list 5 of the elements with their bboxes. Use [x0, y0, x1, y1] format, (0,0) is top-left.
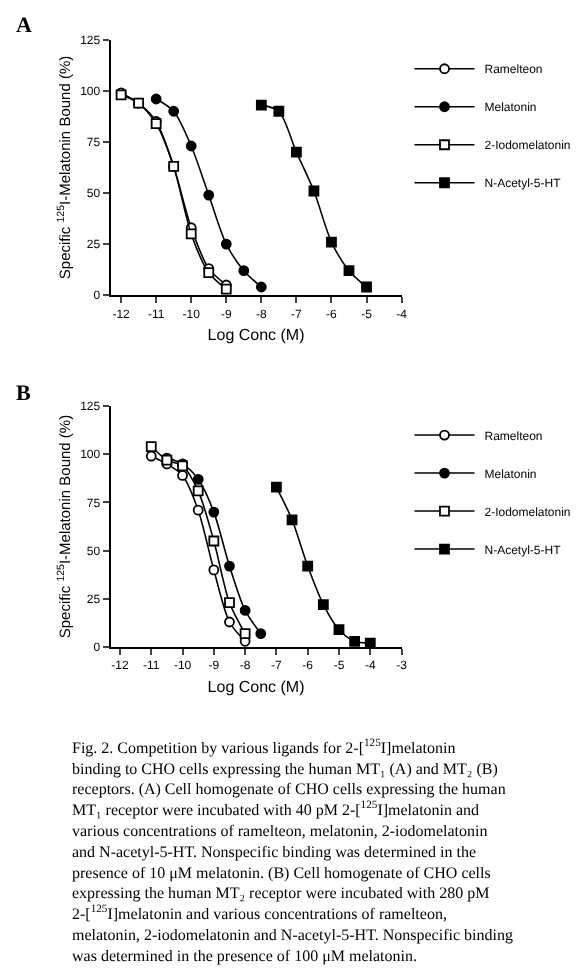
chart-title: A: [16, 14, 32, 38]
x-axis-title: Log Conc (M): [207, 325, 306, 344]
chart-title: B: [16, 382, 32, 406]
text: Fig. 2. Competition by various ligands for 2-[$^{125}$I]melatonin binding to CHO cells expressing the human MT₁ (A) and MT₂ (B) receptors. (A) Cell homogenate of CHO cells expressing the human MT₁ receptor were incubated with 40 pM 2-[$^{125}$I]melatonin and various concentrations of ramelteon, melatonin, 2-iodomelatonin and N-acetyl-5-HT. Nonspecific binding was determined in the presence of 10 μM melatonin. (B) Cell homogenate of CHO cells expressing the human MT₂ receptor were incubated with 280 pM 2-[$^{125}$I]melatonin and various concentrations of ramelteon, melatonin, 2-iodomelatonin and N-acetyl-5-HT. Nonspecific binding was determined in the presence of 100 μM melatonin.: [72, 738, 513, 965]
x-axis-title: Log Conc (M): [207, 677, 306, 696]
